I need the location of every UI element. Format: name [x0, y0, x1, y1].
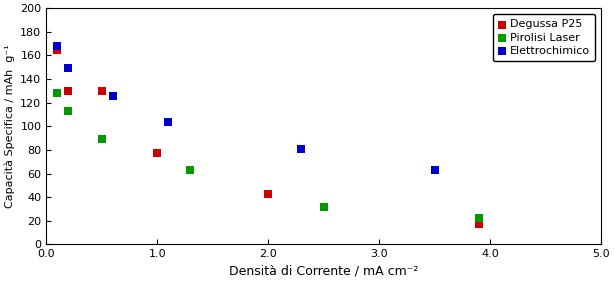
Degussa P25 [152, 151, 162, 156]
Elettrochimico [430, 168, 440, 172]
Pirolisi Laser [52, 91, 62, 96]
X-axis label: Densità di Corrente / mA cm⁻²: Densità di Corrente / mA cm⁻² [229, 265, 418, 278]
Degussa P25 [97, 89, 107, 93]
Degussa P25 [52, 47, 62, 52]
Degussa P25 [63, 89, 73, 93]
Elettrochimico [63, 66, 73, 71]
Elettrochimico [297, 146, 306, 151]
Pirolisi Laser [319, 204, 328, 209]
Degussa P25 [474, 222, 484, 227]
Elettrochimico [163, 119, 173, 124]
Legend: Degussa P25, Pirolisi Laser, Elettrochimico: Degussa P25, Pirolisi Laser, Elettrochim… [493, 14, 596, 61]
Y-axis label: Capacità Specifica / mAh  g⁻¹: Capacità Specifica / mAh g⁻¹ [4, 45, 15, 208]
Elettrochimico [52, 44, 62, 48]
Pirolisi Laser [185, 168, 195, 172]
Elettrochimico [108, 93, 118, 98]
Pirolisi Laser [474, 216, 484, 221]
Pirolisi Laser [63, 109, 73, 113]
Pirolisi Laser [97, 137, 107, 142]
Degussa P25 [263, 191, 273, 196]
